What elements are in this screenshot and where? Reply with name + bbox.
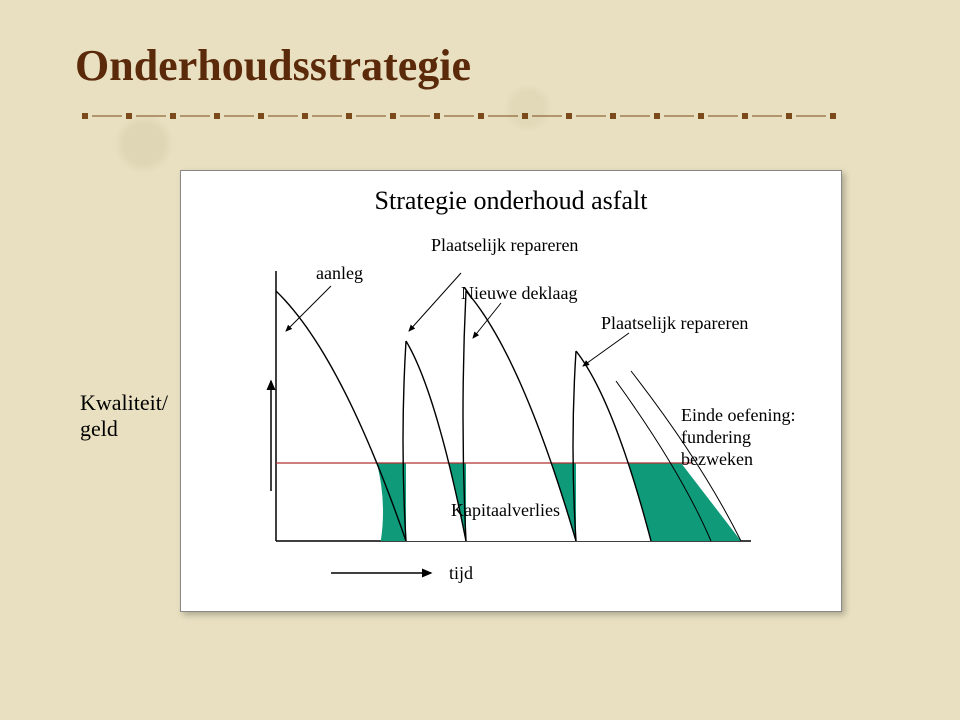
chart-title: Strategie onderhoud asfalt	[375, 186, 649, 215]
arrow-repair1	[409, 273, 461, 331]
label-repair2: Plaatselijk repareren	[601, 313, 748, 333]
y-axis-label-line2: geld	[80, 416, 118, 441]
label-capital-loss: Kapitaalverlies	[451, 500, 560, 520]
label-new-layer: Nieuwe deklaag	[461, 283, 577, 303]
title-divider	[75, 106, 885, 126]
arrow-repair2	[583, 333, 629, 366]
y-axis-label: Kwaliteit/ geld	[80, 390, 168, 443]
label-end-3: bezweken	[681, 449, 753, 469]
y-axis-label-line1: Kwaliteit/	[80, 390, 168, 415]
label-end-2: fundering	[681, 427, 751, 447]
slide-title: Onderhoudsstrategie	[75, 40, 471, 91]
label-repair1: Plaatselijk repareren	[431, 235, 578, 255]
chart-svg: Strategie onderhoud asfalt aanleg Plaatsel…	[181, 171, 841, 611]
label-aanleg: aanleg	[316, 263, 363, 283]
chart-container: Strategie onderhoud asfalt aanleg Plaatsel…	[180, 170, 842, 612]
label-end-1: Einde oefening:	[681, 405, 795, 425]
hump-white-2	[576, 351, 651, 541]
label-time: tijd	[449, 563, 473, 583]
